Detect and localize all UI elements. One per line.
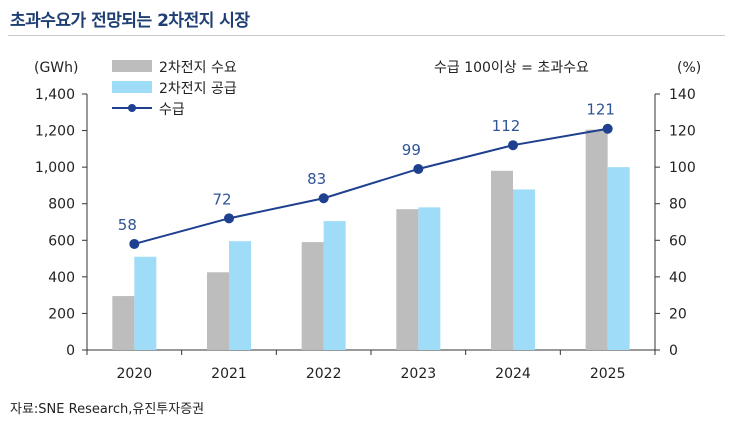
left-axis-tick-label: 400 (48, 270, 75, 286)
threshold-annotation: 수급 100이상 = 초과수요 (434, 60, 589, 76)
left-axis-unit-label: (GWh) (34, 60, 79, 76)
supply-bar (323, 221, 346, 350)
supply-bar (607, 167, 630, 350)
legend-demand-label: 2차전지 수요 (159, 60, 237, 76)
title-divider (8, 35, 725, 36)
left-axis-tick-label: 800 (48, 197, 75, 213)
chart-title: 초과수요가 전망되는 2차전지 시장 (10, 11, 250, 31)
ratio-point (129, 238, 140, 249)
right-axis-tick-label: 40 (669, 270, 687, 286)
x-axis-category-label: 2020 (117, 366, 153, 382)
x-axis-category-label: 2025 (590, 366, 626, 382)
ratio-point (508, 140, 518, 151)
legend-ratio-label: 수급 (159, 102, 185, 118)
right-axis-tick-label: 0 (669, 343, 678, 359)
ratio-data-label: 121 (586, 101, 615, 119)
supply-bar (229, 241, 251, 350)
left-axis-tick-label: 600 (48, 233, 75, 249)
supply-bar (513, 189, 535, 350)
x-axis-category-label: 2023 (401, 366, 437, 382)
ratio-data-label: 112 (492, 117, 521, 135)
left-axis-tick-label: 0 (66, 343, 75, 359)
right-axis-tick-label: 120 (669, 124, 696, 140)
left-axis-tick-label: 200 (48, 306, 75, 322)
legend-supply-label: 2차전지 공급 (159, 81, 237, 97)
ratio-point (224, 213, 234, 224)
right-axis-tick-label: 140 (669, 87, 696, 103)
ratio-point (318, 193, 329, 204)
right-axis-tick-label: 20 (669, 306, 687, 322)
demand-bar (207, 272, 229, 350)
supply-bar (418, 207, 441, 350)
demand-bar (396, 209, 419, 350)
demand-bar (491, 170, 513, 350)
legend-supply-swatch (112, 81, 152, 93)
demand-bar (112, 296, 135, 350)
ratio-data-label: 83 (307, 170, 326, 188)
left-axis-tick-label: 1,400 (35, 87, 75, 103)
right-axis-tick-label: 80 (669, 197, 687, 213)
ratio-point (413, 163, 424, 174)
ratio-data-label: 99 (402, 141, 421, 159)
legend-ratio-marker (128, 104, 136, 112)
ratio-data-label: 58 (118, 216, 137, 234)
right-axis-tick-label: 100 (669, 160, 696, 176)
demand-bar (301, 242, 324, 350)
left-axis-tick-label: 1,000 (35, 160, 75, 176)
right-axis-unit-label: (%) (677, 60, 701, 76)
ratio-data-label: 72 (212, 190, 231, 208)
supply-demand-ratio-line (134, 127, 608, 245)
supply-bar (134, 256, 157, 350)
right-axis-tick-label: 60 (669, 233, 687, 249)
left-axis-tick-label: 1,200 (35, 124, 75, 140)
x-axis-category-label: 2021 (211, 366, 247, 382)
x-axis-category-label: 2022 (306, 366, 342, 382)
demand-bar (585, 129, 608, 350)
ratio-point (602, 123, 613, 134)
legend-demand-swatch (112, 60, 152, 72)
source-note: 자료:SNE Research,유진투자증권 (10, 402, 205, 417)
x-axis-category-label: 2024 (495, 366, 531, 382)
